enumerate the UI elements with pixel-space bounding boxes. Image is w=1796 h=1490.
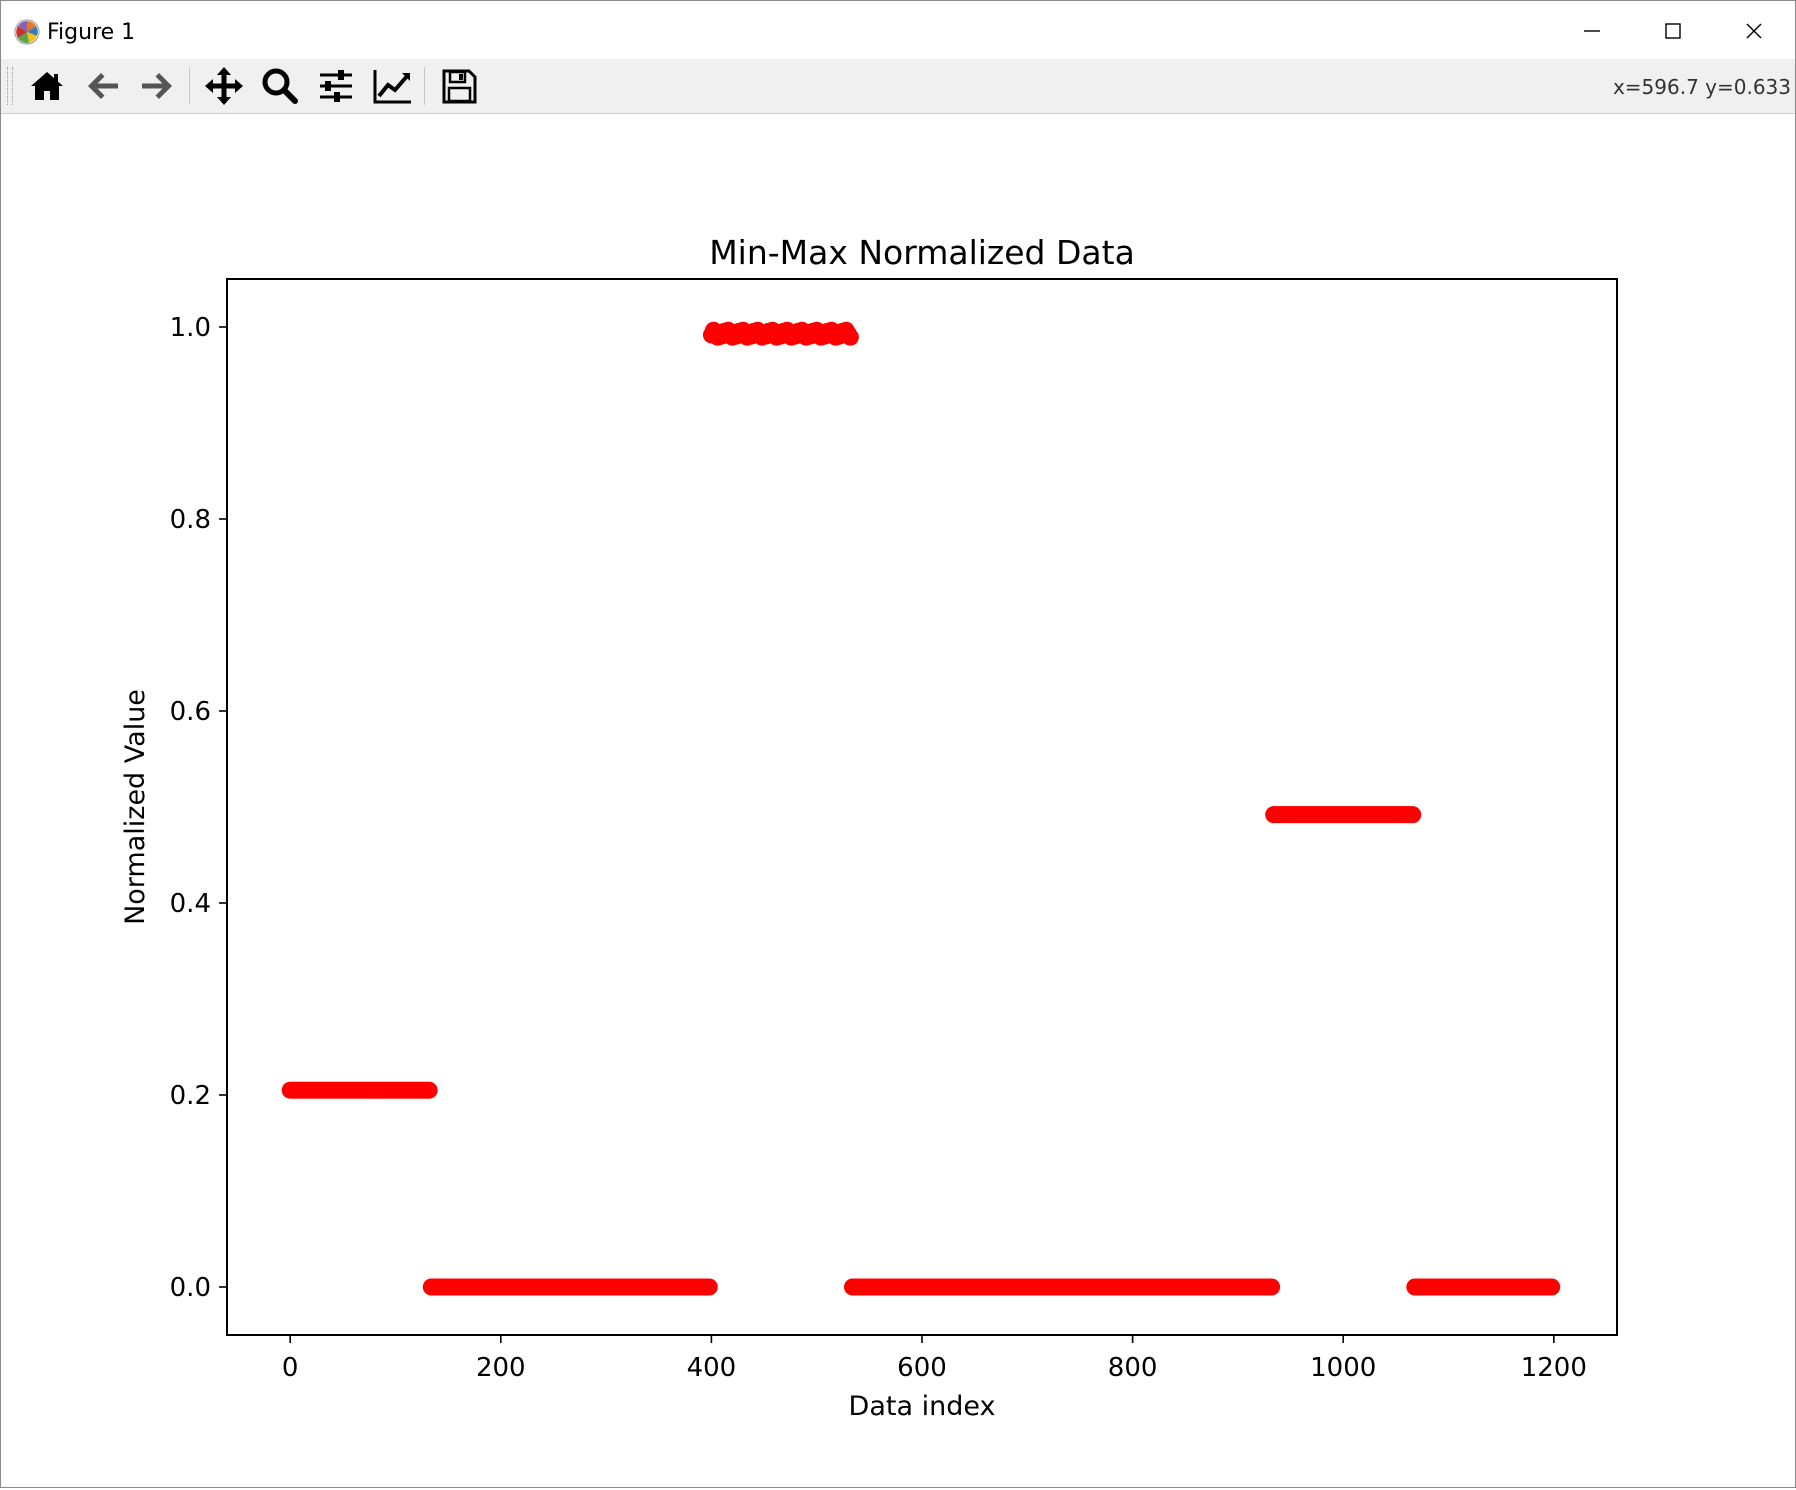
maximize-button[interactable] bbox=[1638, 7, 1708, 55]
close-button[interactable] bbox=[1719, 7, 1789, 55]
maximize-icon bbox=[1665, 23, 1681, 39]
arrow-right-icon bbox=[142, 73, 172, 99]
floppy-disk-icon bbox=[442, 69, 477, 104]
minimize-button[interactable] bbox=[1557, 7, 1627, 55]
data-point bbox=[1263, 1278, 1281, 1296]
pan-button[interactable] bbox=[200, 64, 248, 108]
y-tick-label: 0.4 bbox=[170, 889, 211, 919]
chart-title: Min-Max Normalized Data bbox=[709, 233, 1135, 272]
data-point bbox=[841, 328, 859, 346]
matplotlib-logo-icon bbox=[14, 19, 40, 45]
y-tick-label: 0.6 bbox=[170, 697, 211, 727]
move-icon bbox=[205, 67, 243, 105]
save-button[interactable] bbox=[435, 64, 483, 108]
window-title: Figure 1 bbox=[47, 20, 136, 45]
x-tick-label: 800 bbox=[1108, 1353, 1158, 1383]
title-bar: Figure 1 bbox=[1, 1, 1795, 59]
data-point bbox=[420, 1081, 438, 1099]
data-point bbox=[1404, 806, 1422, 824]
zoom-button[interactable] bbox=[256, 64, 304, 108]
navigation-toolbar: x=596.7 y=0.633 bbox=[1, 59, 1795, 114]
home-button[interactable] bbox=[23, 64, 71, 108]
y-axis-label: Normalized Value bbox=[120, 689, 151, 925]
close-icon bbox=[1746, 23, 1762, 39]
plot-area: 0 200 400 600 800 1000 1200 0.0 0.2 0.4 0.6 0.8 1.0 M… bbox=[120, 233, 1618, 1422]
configure-subplots-button[interactable] bbox=[312, 64, 360, 108]
toolbar-separator bbox=[424, 67, 425, 105]
arrow-left-icon bbox=[88, 73, 118, 99]
y-tick-label: 0.2 bbox=[170, 1081, 211, 1111]
sliders-icon bbox=[320, 70, 352, 102]
y-tick-label: 0.0 bbox=[170, 1273, 211, 1303]
y-tick-label: 0.8 bbox=[170, 505, 211, 535]
x-tick-label: 1200 bbox=[1521, 1353, 1587, 1383]
x-tick-label: 200 bbox=[476, 1353, 526, 1383]
back-button[interactable] bbox=[79, 64, 127, 108]
data-point bbox=[700, 1278, 718, 1296]
toolbar-separator bbox=[189, 67, 190, 105]
x-tick-label: 400 bbox=[687, 1353, 737, 1383]
minimize-icon bbox=[1584, 30, 1600, 32]
forward-button[interactable] bbox=[133, 64, 181, 108]
x-tick-label: 1000 bbox=[1310, 1353, 1376, 1383]
data-point bbox=[1543, 1278, 1561, 1296]
home-icon bbox=[31, 72, 63, 100]
y-tick-label: 1.0 bbox=[170, 313, 211, 343]
toolbar-grip bbox=[7, 67, 13, 105]
line-chart-icon bbox=[373, 70, 411, 104]
scatter-series bbox=[281, 321, 1561, 1296]
magnifier-icon bbox=[262, 68, 298, 104]
edit-axis-button[interactable] bbox=[368, 64, 416, 108]
cursor-coordinates: x=596.7 y=0.633 bbox=[1612, 75, 1791, 99]
x-tick-label: 0 bbox=[282, 1353, 299, 1383]
x-tick-label: 600 bbox=[897, 1353, 947, 1383]
figure-canvas[interactable]: 0 200 400 600 800 1000 1200 0.0 0.2 0.4 0.6 0.8 1.0 M… bbox=[1, 113, 1795, 1487]
x-axis-label: Data index bbox=[849, 1391, 996, 1422]
